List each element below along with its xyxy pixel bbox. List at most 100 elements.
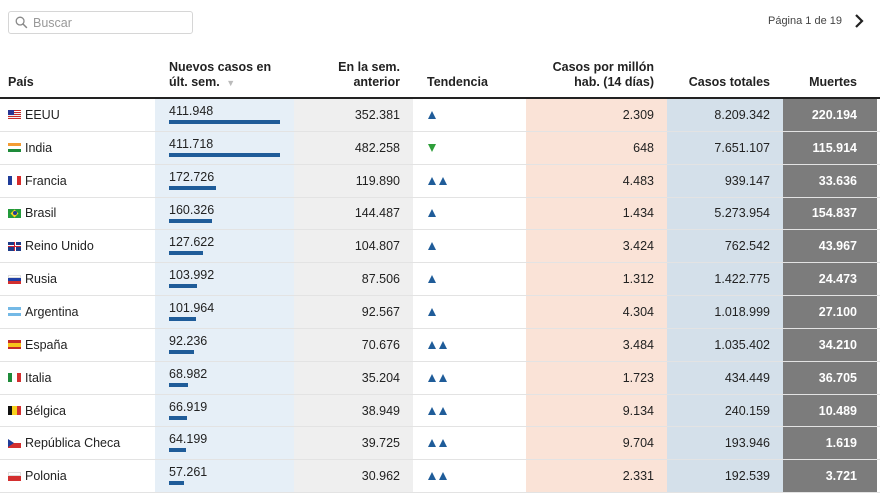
deaths-cell: 27.100 [783,296,877,328]
table-header: País Nuevos casos en últ. sem. ▼ En la s… [0,55,880,99]
new-cases-bar [169,317,196,322]
trend-up-icon [439,373,447,382]
next-page-button[interactable] [852,12,866,30]
per-million-cell: 1.434 [526,197,667,230]
deaths-cell: 36.705 [783,361,877,394]
new-cases-bar [169,349,194,354]
country-name: EEUU [25,107,60,122]
sort-desc-icon: ▼ [226,78,236,88]
trend-up-icon [428,472,436,481]
trend-up-icon [428,307,436,316]
trend-up-icon [428,176,436,185]
table-row: Bélgica 66.919 38.949 9.134 240.159 10.489 [0,394,880,428]
trend-up-icon [428,275,436,284]
page-indicator: Página 1 de 19 [767,15,842,27]
header-deaths[interactable]: Muertes [809,75,857,89]
total-cases-cell: 240.159 [667,394,783,427]
header-total[interactable]: Casos totales [688,75,770,89]
per-million-cell: 1.723 [526,361,667,394]
india-flag-icon [8,143,21,153]
search-icon [15,16,28,29]
country-name: Francia [25,173,67,188]
header-country[interactable]: País [8,75,34,89]
new-cases-bar [169,185,216,190]
prev-week-cell: 144.487 [294,197,413,230]
total-cases-cell: 192.539 [667,460,783,493]
new-cases-cell: 411.948 [155,99,294,131]
country-name: Italia [25,370,52,385]
new-cases-bar [169,120,280,124]
trend-up-icon [439,406,447,415]
italy-flag-icon [8,373,21,383]
new-cases-value: 411.948 [169,104,214,118]
new-cases-value: 68.982 [169,366,208,381]
header-new-cases[interactable]: Nuevos casos en últ. sem. ▼ [169,60,279,91]
table-row: España 92.236 70.676 3.484 1.035.402 34.210 [0,328,880,362]
trend-up-icon [428,373,436,382]
header-new-cases-label: Nuevos casos en últ. sem. [169,60,272,89]
per-million-cell: 1.312 [526,263,667,296]
trend-cell [413,296,526,328]
total-cases-cell: 762.542 [667,230,783,263]
country-name: Reino Unido [25,239,94,254]
trend-up-icon [428,242,436,251]
new-cases-bar [169,481,184,486]
brazil-flag-icon [8,208,21,218]
new-cases-cell: 57.261 [155,460,294,493]
total-cases-cell: 8.209.342 [667,99,783,131]
new-cases-cell: 411.718 [155,131,294,164]
per-million-cell: 9.704 [526,427,667,460]
header-prev-week[interactable]: En la sem. anterior [338,60,400,89]
trend-cell [413,395,526,427]
new-cases-value: 127.622 [169,235,215,250]
header-trend[interactable]: Tendencia [427,75,488,89]
deaths-cell: 43.967 [783,230,877,263]
new-cases-bar [169,415,187,420]
country-cell: España [8,329,155,361]
total-cases-cell: 7.651.107 [667,131,783,164]
country-cell: Argentina [8,296,155,328]
trend-cell [413,132,526,164]
country-cell: República Checa [8,427,155,459]
belgium-flag-icon [8,406,21,416]
trend-cell [413,230,526,262]
new-cases-bar [169,448,186,453]
table-row: Rusia 103.992 87.506 1.312 1.422.775 24.473 [0,263,880,297]
country-cell: Rusia [8,263,155,295]
total-cases-cell: 5.273.954 [667,197,783,230]
new-cases-value: 64.199 [169,432,208,447]
new-cases-value: 411.718 [169,136,214,151]
trend-cell [413,99,526,131]
prev-week-cell: 39.725 [294,427,413,460]
spain-flag-icon [8,340,21,350]
trend-cell [413,165,526,197]
per-million-cell: 2.331 [526,460,667,493]
prev-week-cell: 104.807 [294,230,413,263]
country-cell: India [8,132,155,164]
search-box[interactable] [8,11,193,34]
trend-up-icon [428,110,436,119]
table-row: Polonia 57.261 30.962 2.331 192.539 3.721 [0,460,880,494]
us-flag-icon [8,110,21,120]
trend-up-icon [428,439,436,448]
new-cases-cell: 66.919 [155,394,294,427]
new-cases-bar [169,284,197,289]
trend-cell [413,263,526,295]
prev-week-cell: 352.381 [294,99,413,131]
per-million-cell: 648 [526,131,667,164]
deaths-cell: 1.619 [783,427,877,460]
new-cases-cell: 101.964 [155,296,294,328]
table-row: Reino Unido 127.622 104.807 3.424 762.542 43.… [0,230,880,264]
country-name: Brasil [25,206,57,221]
trend-up-icon [428,209,436,218]
header-per-million[interactable]: Casos por millón hab. (14 días) [552,60,654,89]
table-row: Italia 68.982 35.204 1.723 434.449 36.705 [0,361,880,395]
search-input[interactable] [33,15,183,30]
prev-week-cell: 482.258 [294,131,413,164]
country-cell: Francia [8,165,155,197]
trend-up-icon [439,439,447,448]
deaths-cell: 154.837 [783,197,877,230]
per-million-cell: 3.424 [526,230,667,263]
russia-flag-icon [8,274,21,284]
new-cases-value: 92.236 [169,333,208,348]
